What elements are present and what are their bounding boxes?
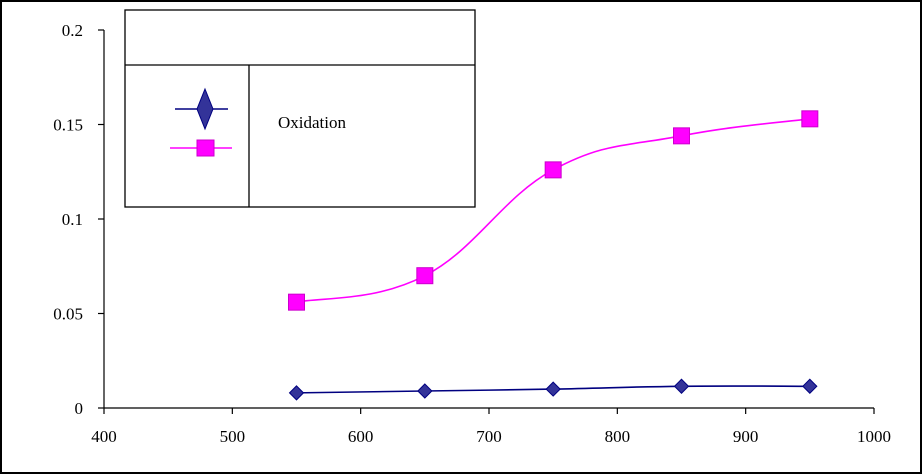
y-tick-label: 0.1 bbox=[62, 210, 83, 229]
series-2-square-point bbox=[544, 161, 562, 179]
x-tick-label: 800 bbox=[605, 427, 631, 446]
series bbox=[288, 110, 819, 401]
legend-label: Oxidation bbox=[278, 113, 346, 132]
y-tick-label: 0.05 bbox=[53, 305, 83, 324]
series-1-diamond-point bbox=[417, 383, 433, 399]
y-tick-label: 0 bbox=[75, 399, 84, 418]
x-tick-label: 1000 bbox=[857, 427, 891, 446]
series-2-square-point bbox=[801, 110, 819, 128]
series-2-square-point bbox=[288, 293, 305, 311]
series-1-diamond-point bbox=[545, 381, 561, 397]
y-tick-label: 0.2 bbox=[62, 21, 83, 40]
series-2-square-point bbox=[673, 127, 690, 145]
series-1-diamond-point bbox=[673, 378, 690, 394]
legend-series-1-diamond-marker bbox=[196, 87, 214, 131]
legend: Oxidation bbox=[124, 9, 476, 208]
series-2-square-point bbox=[416, 267, 434, 285]
x-tick-label: 400 bbox=[91, 427, 117, 446]
series-1-diamond-point bbox=[802, 378, 818, 394]
series-1-diamond-point bbox=[288, 385, 305, 401]
x-tick-label: 500 bbox=[220, 427, 246, 446]
y-tick-label: 0.15 bbox=[53, 116, 83, 135]
legend-series-2-square-marker bbox=[196, 139, 215, 157]
x-tick-label: 900 bbox=[733, 427, 759, 446]
x-tick-label: 700 bbox=[476, 427, 502, 446]
ticks: 400 500 600 700 800 900 1000 0 0.05 0.1 0.15 0.2 bbox=[53, 21, 891, 446]
x-tick-label: 600 bbox=[348, 427, 374, 446]
